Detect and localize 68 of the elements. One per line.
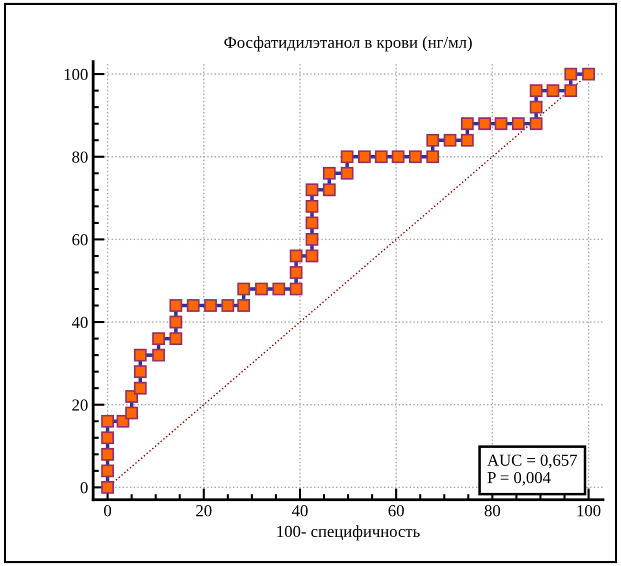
point — [306, 200, 318, 213]
point — [564, 68, 578, 80]
point — [444, 134, 456, 147]
point — [290, 282, 303, 296]
annotation: AUC = 0,657 P = 0,004 — [487, 454, 578, 486]
point — [101, 464, 114, 478]
point — [306, 250, 318, 262]
point — [322, 183, 336, 196]
y-tick-label: 0 — [80, 482, 88, 494]
point — [204, 299, 217, 312]
point — [460, 117, 474, 130]
point — [530, 100, 543, 114]
point — [221, 299, 234, 312]
point — [460, 134, 474, 147]
point — [134, 365, 147, 378]
point — [101, 480, 114, 494]
point — [237, 282, 250, 296]
point — [290, 266, 303, 279]
point — [478, 117, 492, 130]
point — [546, 84, 560, 98]
x-tick-label: 100 — [578, 505, 600, 516]
y-tick-label: 80 — [72, 151, 88, 163]
point — [255, 282, 268, 296]
point — [306, 233, 318, 246]
point — [169, 299, 182, 312]
point — [392, 150, 404, 164]
y-tick-label: 20 — [72, 399, 88, 411]
point — [426, 134, 440, 147]
point — [582, 68, 595, 80]
x-tick-label: 80 — [484, 505, 500, 516]
point — [237, 299, 250, 312]
x-axis-title: 100- специфичность — [277, 525, 420, 540]
point — [564, 84, 578, 98]
point — [530, 117, 543, 130]
point — [409, 150, 422, 164]
point — [340, 166, 354, 180]
point — [169, 332, 182, 345]
point — [152, 348, 165, 362]
point — [125, 390, 138, 403]
x-tick-label: 0 — [104, 505, 112, 516]
x-tick-label: 60 — [388, 505, 404, 516]
point — [322, 166, 336, 180]
y-tick-label: 60 — [72, 234, 88, 246]
point — [169, 316, 182, 328]
x-tick-label: 40 — [292, 505, 308, 516]
point — [152, 332, 165, 345]
point — [186, 299, 200, 312]
y-tick-label: 40 — [72, 316, 88, 328]
point — [101, 431, 114, 444]
chart-title: Фосфатидилэтанол в крови (нг/мл) — [224, 36, 472, 52]
point — [134, 348, 147, 362]
point — [530, 84, 543, 98]
point — [512, 117, 525, 130]
point — [306, 216, 318, 230]
y-tick-label: 100 — [64, 68, 88, 80]
point — [494, 117, 508, 130]
point — [306, 183, 318, 196]
point — [101, 414, 114, 428]
point — [374, 150, 388, 164]
point — [125, 406, 138, 420]
point — [290, 250, 303, 262]
x-tick-label: 20 — [196, 505, 212, 516]
point — [134, 382, 147, 395]
point — [340, 150, 354, 164]
point — [426, 150, 440, 164]
point — [272, 282, 286, 296]
point — [101, 448, 114, 461]
point — [358, 150, 371, 164]
